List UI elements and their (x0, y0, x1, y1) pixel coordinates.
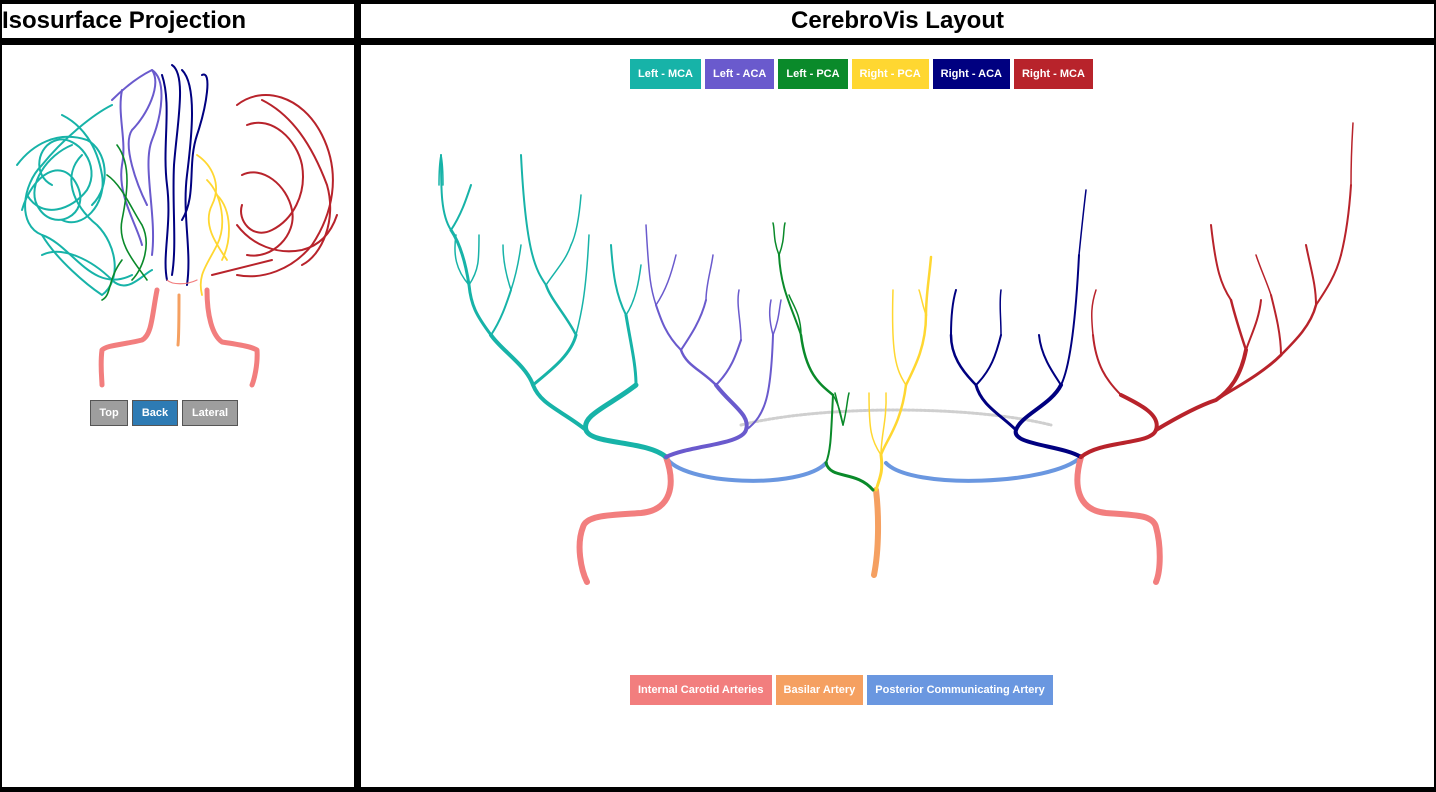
lateral-view-button[interactable]: Lateral (182, 400, 238, 426)
vessel-tree-diagram[interactable] (361, 45, 1434, 787)
cerebrovis-panel-title: CerebroVis Layout (361, 4, 1434, 38)
legend-right-mca[interactable]: Right - MCA (1013, 59, 1093, 89)
cerebrovis-panel: Left - MCA Left - ACA Left - PCA Right -… (361, 45, 1434, 787)
isosurface-panel: Top Back Lateral (2, 45, 354, 787)
isosurface-render[interactable] (2, 45, 354, 787)
view-buttons: Top Back Lateral (90, 400, 238, 426)
territory-legend: Left - MCA Left - ACA Left - PCA Right -… (630, 59, 1093, 89)
legend-right-aca[interactable]: Right - ACA (932, 59, 1010, 89)
legend-left-pca[interactable]: Left - PCA (778, 59, 848, 89)
legend-left-aca[interactable]: Left - ACA (705, 59, 775, 89)
legend-internal-carotid[interactable]: Internal Carotid Arteries (630, 675, 772, 705)
legend-left-mca[interactable]: Left - MCA (630, 59, 701, 89)
legend-posterior-communicating[interactable]: Posterior Communicating Artery (867, 675, 1053, 705)
vessel-legend: Internal Carotid Arteries Basilar Artery… (630, 675, 1053, 705)
top-view-button[interactable]: Top (90, 400, 128, 426)
back-view-button[interactable]: Back (132, 400, 178, 426)
legend-right-pca[interactable]: Right - PCA (851, 59, 929, 89)
isosurface-panel-title: Isosurface Projection (2, 4, 354, 38)
legend-basilar[interactable]: Basilar Artery (775, 675, 864, 705)
